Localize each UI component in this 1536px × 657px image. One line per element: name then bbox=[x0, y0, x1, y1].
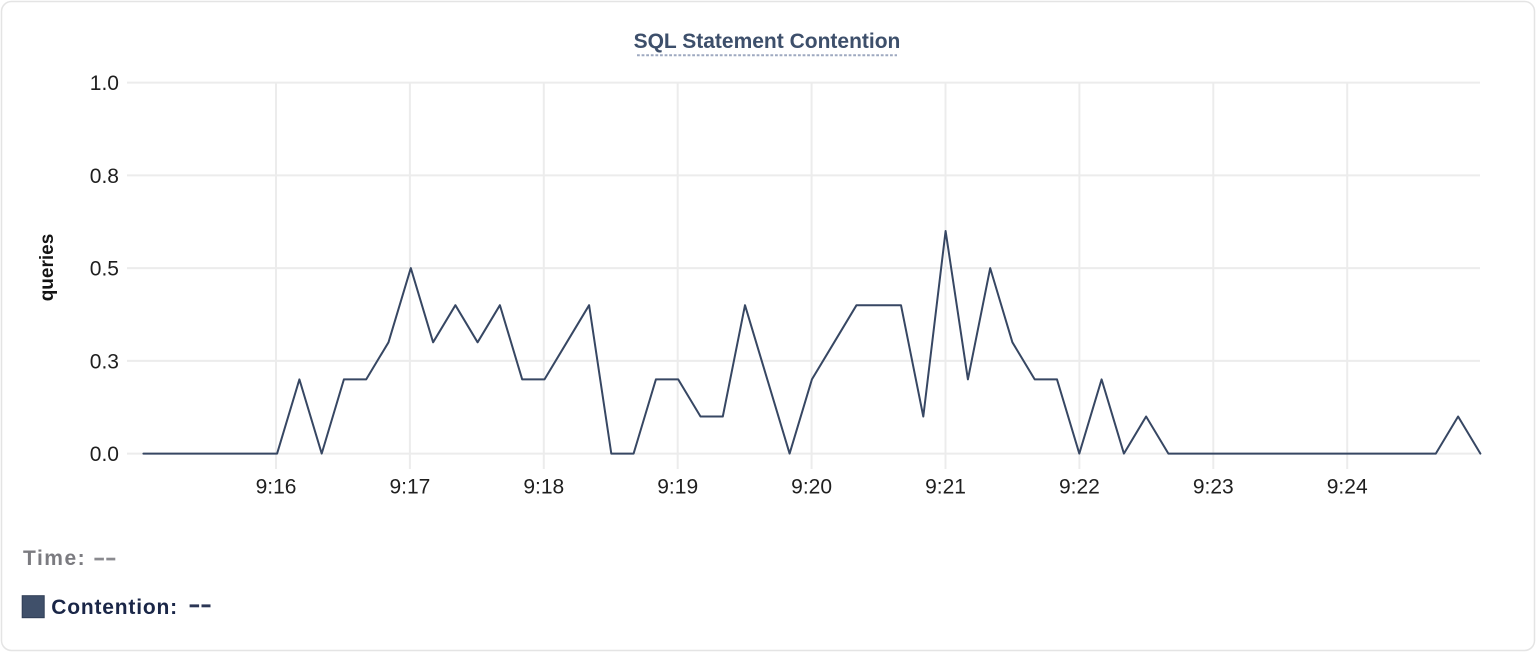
svg-text:9:18: 9:18 bbox=[523, 476, 564, 499]
svg-text:9:21: 9:21 bbox=[925, 476, 966, 499]
svg-text:9:22: 9:22 bbox=[1059, 476, 1100, 499]
svg-text:Time:: Time: bbox=[23, 547, 86, 570]
svg-text:9:16: 9:16 bbox=[256, 476, 297, 499]
svg-text:9:24: 9:24 bbox=[1327, 476, 1368, 499]
svg-text:9:20: 9:20 bbox=[791, 476, 832, 499]
svg-text:Contention:: Contention: bbox=[51, 596, 178, 619]
svg-text:9:19: 9:19 bbox=[657, 476, 698, 499]
svg-text:9:23: 9:23 bbox=[1193, 476, 1234, 499]
svg-text:0.3: 0.3 bbox=[90, 350, 119, 373]
svg-text:9:17: 9:17 bbox=[389, 476, 430, 499]
svg-text:queries: queries bbox=[37, 234, 58, 302]
svg-text:0.8: 0.8 bbox=[90, 165, 119, 188]
svg-text:1.0: 1.0 bbox=[90, 72, 119, 95]
svg-text:0.5: 0.5 bbox=[90, 258, 119, 281]
svg-text:0.0: 0.0 bbox=[90, 443, 119, 466]
svg-text:SQL Statement Contention: SQL Statement Contention bbox=[634, 30, 901, 53]
